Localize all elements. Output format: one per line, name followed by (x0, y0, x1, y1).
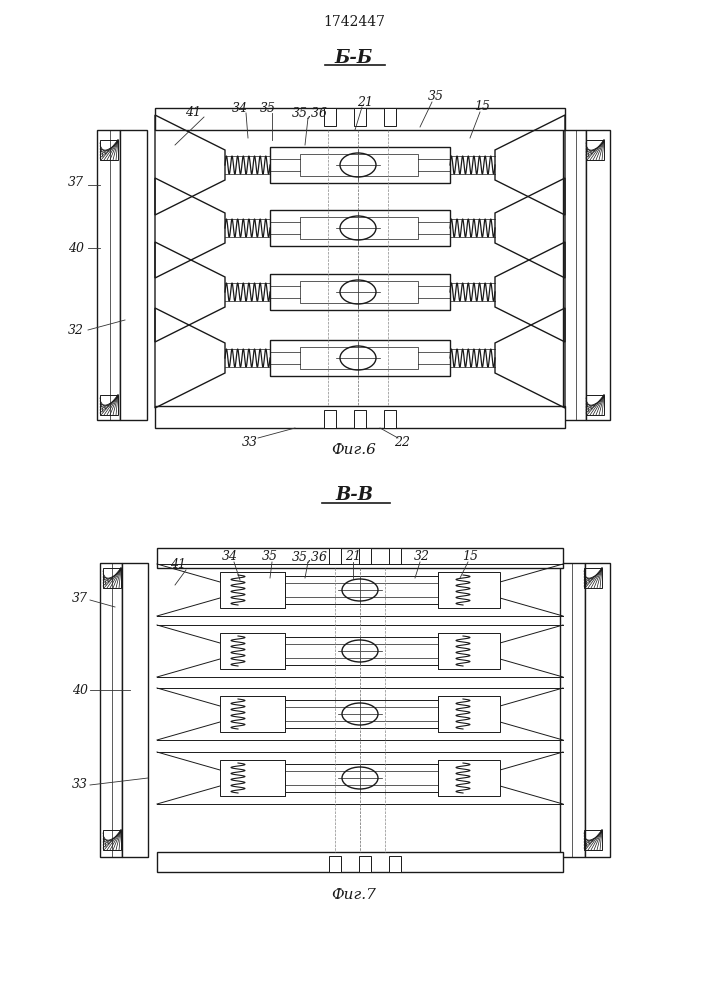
Bar (329, 856, 341, 872)
Bar (324, 410, 336, 428)
Bar (220, 760, 285, 796)
Text: 41: 41 (170, 558, 186, 572)
Bar (285, 637, 438, 665)
Bar (389, 856, 401, 872)
Bar (585, 563, 610, 857)
Text: 35: 35 (428, 91, 444, 104)
Bar (122, 563, 148, 857)
Bar (586, 395, 604, 415)
Text: Б-Б: Б-Б (335, 49, 373, 67)
Text: 21: 21 (345, 550, 361, 564)
Text: 41: 41 (185, 105, 201, 118)
Bar (584, 568, 602, 588)
Bar (354, 410, 366, 428)
Text: 37: 37 (72, 591, 88, 604)
Bar (586, 130, 610, 420)
Text: 40: 40 (68, 241, 84, 254)
Bar (438, 696, 500, 732)
Bar (285, 700, 438, 728)
Text: 32: 32 (68, 324, 84, 336)
Text: 15: 15 (474, 101, 490, 113)
Text: 22: 22 (394, 436, 410, 450)
Bar (438, 572, 500, 608)
Bar (270, 274, 450, 310)
Bar (560, 563, 585, 857)
Bar (324, 108, 336, 126)
Text: В-В: В-В (335, 486, 373, 504)
Bar (384, 108, 396, 126)
Bar (359, 856, 371, 872)
Text: 33: 33 (72, 778, 88, 792)
Text: 40: 40 (72, 684, 88, 696)
Text: 21: 21 (357, 96, 373, 108)
Text: 35: 35 (262, 550, 278, 564)
Bar (389, 548, 401, 564)
Bar (359, 548, 371, 564)
Text: Фиг.6: Фиг.6 (332, 443, 376, 457)
Bar (157, 852, 563, 872)
Bar (584, 830, 602, 850)
Text: 35,36: 35,36 (292, 550, 328, 564)
Text: 32: 32 (414, 550, 430, 564)
Bar (285, 576, 438, 604)
Text: 37: 37 (68, 176, 84, 188)
Text: Фиг.7: Фиг.7 (332, 888, 376, 902)
Bar (270, 147, 450, 183)
Bar (100, 563, 122, 857)
Text: 1742447: 1742447 (323, 15, 385, 29)
Bar (384, 410, 396, 428)
Bar (354, 108, 366, 126)
Bar (300, 347, 418, 369)
Bar (120, 130, 147, 420)
Bar (438, 633, 500, 669)
Bar (103, 830, 121, 850)
Bar (285, 764, 438, 792)
Text: 33: 33 (242, 436, 258, 450)
Bar (100, 395, 118, 415)
Bar (220, 572, 285, 608)
Bar (300, 281, 418, 303)
Bar (300, 154, 418, 176)
Bar (103, 568, 121, 588)
Text: 15: 15 (462, 550, 478, 564)
Bar (300, 217, 418, 239)
Bar (586, 140, 604, 160)
Bar (563, 130, 586, 420)
Text: 34: 34 (232, 102, 248, 114)
Bar (155, 406, 565, 428)
Bar (270, 340, 450, 376)
Bar (329, 548, 341, 564)
Bar (155, 108, 565, 130)
Text: 34: 34 (222, 550, 238, 564)
Bar (97, 130, 120, 420)
Bar (438, 760, 500, 796)
Bar (100, 140, 118, 160)
Text: 35: 35 (260, 102, 276, 114)
Bar (157, 548, 563, 568)
Bar (220, 696, 285, 732)
Bar (220, 633, 285, 669)
Bar (270, 210, 450, 246)
Text: 35,36: 35,36 (292, 106, 328, 119)
